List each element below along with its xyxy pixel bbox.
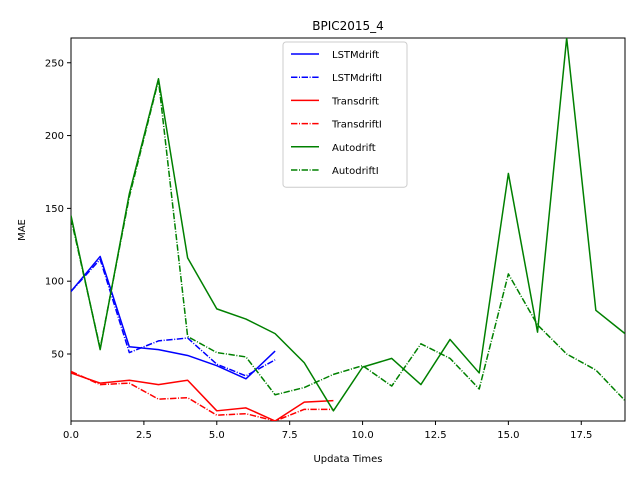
y-tick-label: 100 bbox=[45, 277, 64, 288]
y-tick-label: 50 bbox=[51, 350, 64, 361]
x-axis-label: Updata Times bbox=[313, 454, 382, 465]
x-tick-label: 12.5 bbox=[424, 430, 446, 441]
legend-label: AutodriftI bbox=[332, 166, 379, 177]
legend-label: LSTMdriftI bbox=[332, 73, 382, 84]
x-tick-label: 10.0 bbox=[351, 430, 373, 441]
series-line-autodrifti bbox=[71, 79, 625, 402]
x-tick-label: 0.0 bbox=[63, 430, 79, 441]
series-line-autodrift bbox=[71, 38, 625, 412]
y-axis-label: MAE bbox=[17, 219, 28, 241]
legend-box bbox=[282, 41, 408, 188]
series-line-transdrift bbox=[71, 372, 334, 421]
series-line-lstmdrift bbox=[71, 255, 276, 380]
series-line-lstmdrifti bbox=[71, 258, 276, 377]
x-tick-label: 5.0 bbox=[209, 430, 225, 441]
x-tick-label: 15.0 bbox=[497, 430, 519, 441]
series-line-transdrifti bbox=[71, 370, 334, 421]
series-lines bbox=[71, 38, 625, 421]
legend-label: Autodrift bbox=[332, 143, 376, 154]
legend-label: LSTMdrift bbox=[332, 50, 379, 61]
x-tick-label: 2.5 bbox=[136, 430, 152, 441]
y-tick-label: 250 bbox=[45, 58, 64, 69]
y-axis: 50 100 150 200 250 bbox=[45, 58, 71, 361]
legend: LSTMdrift LSTMdriftI Transdrift TransdriftI… bbox=[282, 41, 408, 188]
plot-frame bbox=[70, 37, 626, 422]
x-tick-label: 17.5 bbox=[570, 430, 592, 441]
plot-area bbox=[70, 37, 626, 422]
chart-title: BPIC2015_4 bbox=[312, 19, 384, 33]
legend-label: Transdrift bbox=[331, 96, 379, 107]
legend-label: TransdriftI bbox=[331, 120, 382, 131]
y-tick-label: 200 bbox=[45, 131, 64, 142]
x-axis: 0.0 2.5 5.0 7.5 10.0 12.5 15.0 17.5 bbox=[63, 421, 592, 441]
x-tick-label: 7.5 bbox=[282, 430, 298, 441]
y-tick-label: 150 bbox=[45, 204, 64, 215]
